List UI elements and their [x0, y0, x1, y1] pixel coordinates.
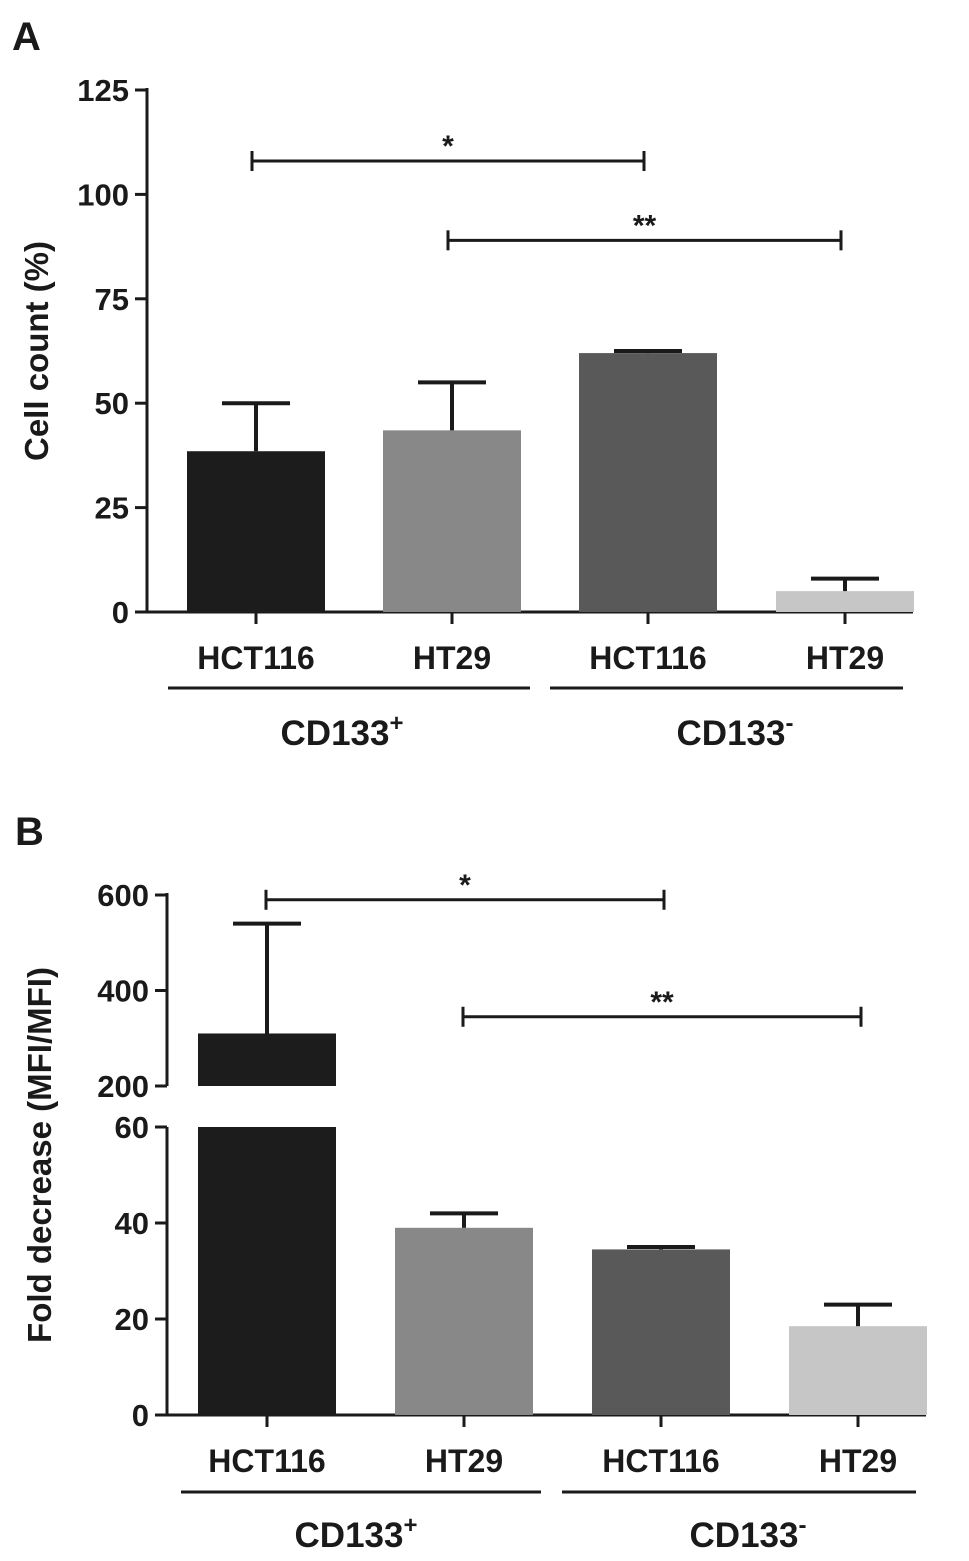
- x-tick-label: HCT116: [208, 1443, 325, 1479]
- y-tick-label: 20: [115, 1302, 149, 1337]
- x-tick-label: HT29: [819, 1443, 897, 1479]
- y-tick-label: 100: [77, 177, 129, 212]
- panel-label: B: [15, 810, 44, 854]
- x-tick-label: HT29: [425, 1443, 503, 1479]
- y-tick-label: 40: [115, 1206, 149, 1241]
- bar: [383, 430, 521, 612]
- y-tick-label: 200: [97, 1069, 149, 1104]
- group-label: CD133+: [281, 710, 404, 753]
- bar-lower-segment: [198, 1127, 336, 1415]
- significance-label: **: [633, 209, 657, 242]
- bar-upper-segment: [198, 1033, 336, 1086]
- y-tick-label: 60: [115, 1110, 149, 1145]
- bar: [776, 591, 914, 612]
- x-tick-label: HT29: [806, 640, 884, 676]
- bar: [395, 1227, 533, 1415]
- bar: [592, 1249, 730, 1415]
- bar: [579, 353, 717, 612]
- panel-label: A: [12, 15, 41, 59]
- x-tick-label: HCT116: [589, 640, 706, 676]
- group-label: CD133+: [295, 1512, 418, 1555]
- x-tick-label: HCT116: [602, 1443, 719, 1479]
- y-tick-label: 75: [95, 282, 129, 317]
- significance-label: *: [459, 869, 471, 902]
- y-tick-label: 50: [95, 386, 129, 421]
- y-tick-label: 0: [132, 1398, 149, 1433]
- significance-label: *: [442, 130, 454, 163]
- y-tick-label: 25: [95, 491, 129, 526]
- group-label: CD133-: [690, 1512, 807, 1555]
- significance-label: **: [650, 986, 674, 1019]
- y-tick-label: 600: [97, 878, 149, 913]
- y-axis-label: Cell count (%): [18, 241, 55, 461]
- y-tick-label: 125: [77, 73, 129, 108]
- y-axis-label: Fold decrease (MFI/MFI): [21, 967, 58, 1343]
- y-tick-label: 400: [97, 974, 149, 1009]
- group-label: CD133-: [677, 710, 794, 753]
- y-tick-label: 0: [112, 595, 129, 630]
- bar: [187, 451, 325, 612]
- x-tick-label: HCT116: [197, 640, 314, 676]
- bar: [789, 1326, 927, 1415]
- x-tick-label: HT29: [413, 640, 491, 676]
